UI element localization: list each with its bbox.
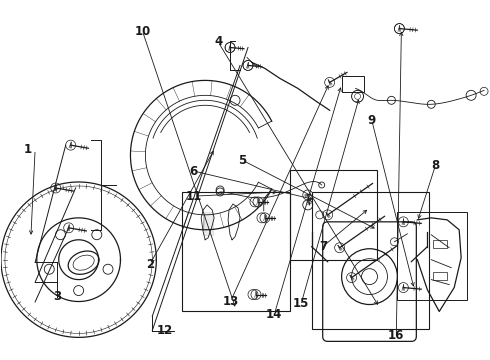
Text: 4: 4: [214, 35, 222, 49]
Text: 16: 16: [388, 329, 405, 342]
Bar: [433, 240, 447, 248]
Bar: [312, 192, 429, 329]
Bar: [182, 192, 290, 311]
Text: 8: 8: [431, 159, 440, 172]
Bar: [290, 170, 377, 260]
Text: 14: 14: [266, 308, 282, 321]
Bar: [433, 272, 447, 280]
Bar: [342, 76, 364, 92]
Text: 6: 6: [190, 165, 198, 177]
Text: 12: 12: [156, 324, 172, 337]
Text: 1: 1: [24, 143, 32, 156]
Text: 5: 5: [239, 154, 246, 167]
Text: 10: 10: [134, 25, 150, 38]
Text: 11: 11: [186, 190, 202, 203]
Text: 7: 7: [319, 240, 327, 253]
Bar: [397, 212, 467, 300]
Text: 9: 9: [368, 114, 376, 127]
Text: 15: 15: [293, 297, 309, 310]
Text: 3: 3: [53, 290, 61, 303]
Text: 13: 13: [222, 296, 239, 309]
Text: 2: 2: [146, 258, 154, 271]
